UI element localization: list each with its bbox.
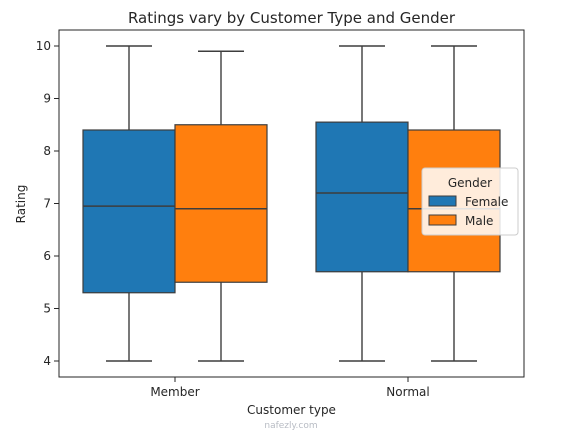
legend: Gender Female Male <box>421 167 519 236</box>
y-tick-label: 9 <box>43 92 51 106</box>
y-axis-label: Rating <box>14 185 28 224</box>
watermark-text: nafezly.com <box>264 421 317 431</box>
legend-swatch-female <box>428 195 457 207</box>
y-tick-label: 6 <box>43 249 51 263</box>
y-tick-label: 10 <box>36 39 51 53</box>
legend-label-female: Female <box>465 195 508 209</box>
box-female-normal <box>315 45 409 362</box>
y-tick-label: 5 <box>43 302 51 316</box>
x-tick-label: Normal <box>386 385 429 399</box>
y-axis: 4 5 6 7 8 9 10 <box>36 39 59 368</box>
box-iqr <box>174 124 268 283</box>
x-tick-label: Member <box>150 385 199 399</box>
y-tick-label: 4 <box>43 354 51 368</box>
y-tick-label: 7 <box>43 197 51 211</box>
legend-swatch-male <box>428 214 457 226</box>
legend-label-male: Male <box>465 214 493 228</box>
x-axis-label: Customer type <box>247 403 336 417</box>
box-iqr <box>315 121 409 273</box>
legend-title: Gender <box>448 176 492 190</box>
box-iqr <box>82 129 176 294</box>
box-male-member <box>174 50 268 362</box>
box-female-member <box>82 45 176 362</box>
x-axis: Member Normal <box>150 377 430 399</box>
y-tick-label: 8 <box>43 144 51 158</box>
chart-title: Ratings vary by Customer Type and Gender <box>128 9 456 27</box>
legend-items: Female Male <box>428 195 508 228</box>
